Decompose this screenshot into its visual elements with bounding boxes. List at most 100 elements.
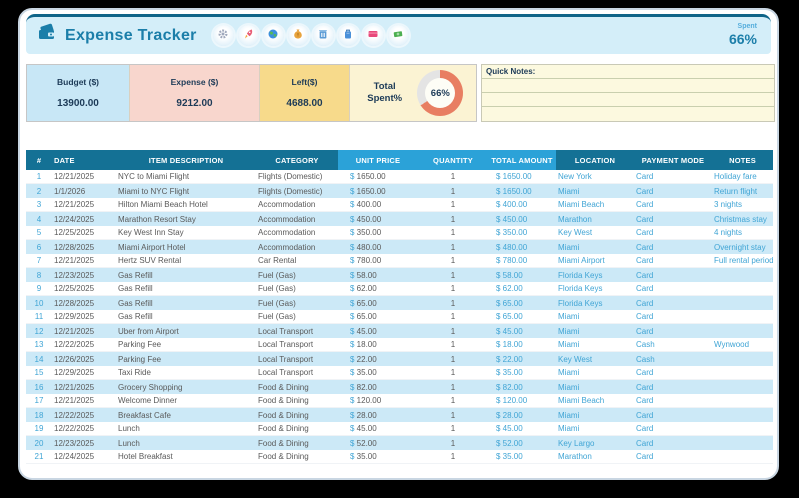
cell-qty[interactable]: 1 xyxy=(450,424,456,433)
cell-qty[interactable]: 1 xyxy=(450,396,456,405)
cell-item[interactable]: Hilton Miami Beach Hotel xyxy=(118,200,208,209)
cell-qty[interactable]: 1 xyxy=(450,284,456,293)
cell-total[interactable]: $ 1650.00 xyxy=(496,186,532,196)
cell-date[interactable]: 1/1/2026 xyxy=(54,186,86,196)
cell-location[interactable]: Florida Keys xyxy=(558,298,603,308)
cell-location[interactable]: Florida Keys xyxy=(558,284,603,293)
cell-id[interactable]: 16 xyxy=(34,382,44,392)
cell-location[interactable]: Miami xyxy=(558,186,580,196)
cell-payment[interactable]: Cash xyxy=(636,354,655,364)
cell-payment[interactable]: Card xyxy=(636,396,654,405)
cell-id[interactable]: 4 xyxy=(36,214,42,224)
cell-category[interactable]: Food & Dining xyxy=(258,452,309,461)
cell-item[interactable]: Marathon Resort Stay xyxy=(118,214,196,224)
cell-payment[interactable]: Card xyxy=(636,424,654,433)
cell-item[interactable]: Gas Refill xyxy=(118,312,153,321)
cell-unit_price[interactable]: $ 62.00 xyxy=(350,284,377,293)
cell-item[interactable]: Hotel Breakfast xyxy=(118,452,173,461)
cell-qty[interactable]: 1 xyxy=(450,200,456,209)
cell-unit_price[interactable]: $ 45.00 xyxy=(350,326,377,336)
cell-category[interactable]: Fuel (Gas) xyxy=(258,270,296,280)
cell-category[interactable]: Accommodation xyxy=(258,200,316,209)
cell-id[interactable]: 19 xyxy=(34,424,44,433)
cell-location[interactable]: Florida Keys xyxy=(558,270,603,280)
cell-category[interactable]: Food & Dining xyxy=(258,396,309,405)
cell-date[interactable]: 12/28/2025 xyxy=(54,298,95,308)
cell-item[interactable]: Lunch xyxy=(118,424,140,433)
cell-payment[interactable]: Card xyxy=(636,326,654,336)
cell-qty[interactable]: 1 xyxy=(450,438,456,448)
cell-total[interactable]: $ 65.00 xyxy=(496,312,523,321)
cell-total[interactable]: $ 480.00 xyxy=(496,242,528,252)
cell-unit_price[interactable]: $ 65.00 xyxy=(350,312,377,321)
cell-qty[interactable]: 1 xyxy=(450,172,456,181)
cell-unit_price[interactable]: $ 18.00 xyxy=(350,340,377,349)
cell-payment[interactable]: Card xyxy=(636,242,654,252)
cell-location[interactable]: Miami xyxy=(558,242,580,252)
cell-location[interactable]: Miami Beach xyxy=(558,396,605,405)
cell-date[interactable]: 12/24/2025 xyxy=(54,214,95,224)
money-bag-button[interactable] xyxy=(287,25,309,46)
cell-qty[interactable]: 1 xyxy=(450,242,456,252)
cell-total[interactable]: $ 1650.00 xyxy=(496,172,532,181)
quick-note-line[interactable] xyxy=(482,93,774,107)
cell-id[interactable]: 7 xyxy=(36,256,42,265)
cell-unit_price[interactable]: $ 22.00 xyxy=(350,354,377,364)
luggage-button[interactable] xyxy=(337,25,359,46)
cell-qty[interactable]: 1 xyxy=(450,228,456,237)
cell-total[interactable]: $ 120.00 xyxy=(496,396,528,405)
cell-category[interactable]: Accommodation xyxy=(258,242,316,252)
cell-date[interactable]: 12/29/2025 xyxy=(54,368,95,377)
cell-location[interactable]: Miami xyxy=(558,368,580,377)
cell-payment[interactable]: Card xyxy=(636,410,654,420)
cell-item[interactable]: NYC to Miami Flight xyxy=(118,172,190,181)
cell-item[interactable]: Gas Refill xyxy=(118,284,153,293)
cell-date[interactable]: 12/25/2025 xyxy=(54,284,95,293)
cell-total[interactable]: $ 18.00 xyxy=(496,340,523,349)
cell-payment[interactable]: Card xyxy=(636,382,654,392)
credit-card-button[interactable] xyxy=(362,25,384,46)
budget-value[interactable]: 13900.00 xyxy=(57,98,99,110)
cell-location[interactable]: Miami Airport xyxy=(558,256,605,265)
cell-item[interactable]: Parking Fee xyxy=(118,354,162,364)
cell-item[interactable]: Key West Inn Stay xyxy=(118,228,184,237)
cell-location[interactable]: New York xyxy=(558,172,592,181)
cell-payment[interactable]: Card xyxy=(636,452,654,461)
cell-unit_price[interactable]: $ 780.00 xyxy=(350,256,382,265)
cell-unit_price[interactable]: $ 65.00 xyxy=(350,298,377,308)
cell-id[interactable]: 3 xyxy=(36,200,42,209)
cell-payment[interactable]: Card xyxy=(636,298,654,308)
cell-id[interactable]: 18 xyxy=(34,410,44,420)
cell-category[interactable]: Food & Dining xyxy=(258,424,309,433)
cell-item[interactable]: Taxi Ride xyxy=(118,368,151,377)
cell-item[interactable]: Parking Fee xyxy=(118,340,162,349)
cell-payment[interactable]: Card xyxy=(636,214,654,224)
cell-id[interactable]: 9 xyxy=(36,284,42,293)
cell-notes[interactable]: Full rental period xyxy=(714,256,773,265)
cell-total[interactable]: $ 82.00 xyxy=(496,382,523,392)
cell-date[interactable]: 12/21/2025 xyxy=(54,256,95,265)
cell-unit_price[interactable]: $ 58.00 xyxy=(350,270,377,280)
cell-id[interactable]: 11 xyxy=(34,312,44,321)
cell-category[interactable]: Accommodation xyxy=(258,214,316,224)
cell-notes[interactable]: 4 nights xyxy=(714,228,743,237)
cell-qty[interactable]: 1 xyxy=(450,410,456,420)
cell-total[interactable]: $ 45.00 xyxy=(496,326,523,336)
cell-unit_price[interactable]: $ 1650.00 xyxy=(350,186,386,196)
cell-date[interactable]: 12/25/2025 xyxy=(54,228,95,237)
cell-unit_price[interactable]: $ 52.00 xyxy=(350,438,377,448)
cell-unit_price[interactable]: $ 1650.00 xyxy=(350,172,386,181)
cell-date[interactable]: 12/21/2025 xyxy=(54,200,95,209)
cell-payment[interactable]: Card xyxy=(636,438,654,448)
cell-qty[interactable]: 1 xyxy=(450,270,456,280)
cell-category[interactable]: Food & Dining xyxy=(258,382,309,392)
cell-date[interactable]: 12/21/2025 xyxy=(54,172,95,181)
cell-total[interactable]: $ 58.00 xyxy=(496,270,523,280)
cell-date[interactable]: 12/22/2025 xyxy=(54,410,95,420)
cell-total[interactable]: $ 35.00 xyxy=(496,368,523,377)
cell-category[interactable]: Food & Dining xyxy=(258,438,309,448)
cell-total[interactable]: $ 62.00 xyxy=(496,284,523,293)
cell-location[interactable]: Marathon xyxy=(558,452,592,461)
cell-total[interactable]: $ 35.00 xyxy=(496,452,523,461)
cell-total[interactable]: $ 400.00 xyxy=(496,200,528,209)
